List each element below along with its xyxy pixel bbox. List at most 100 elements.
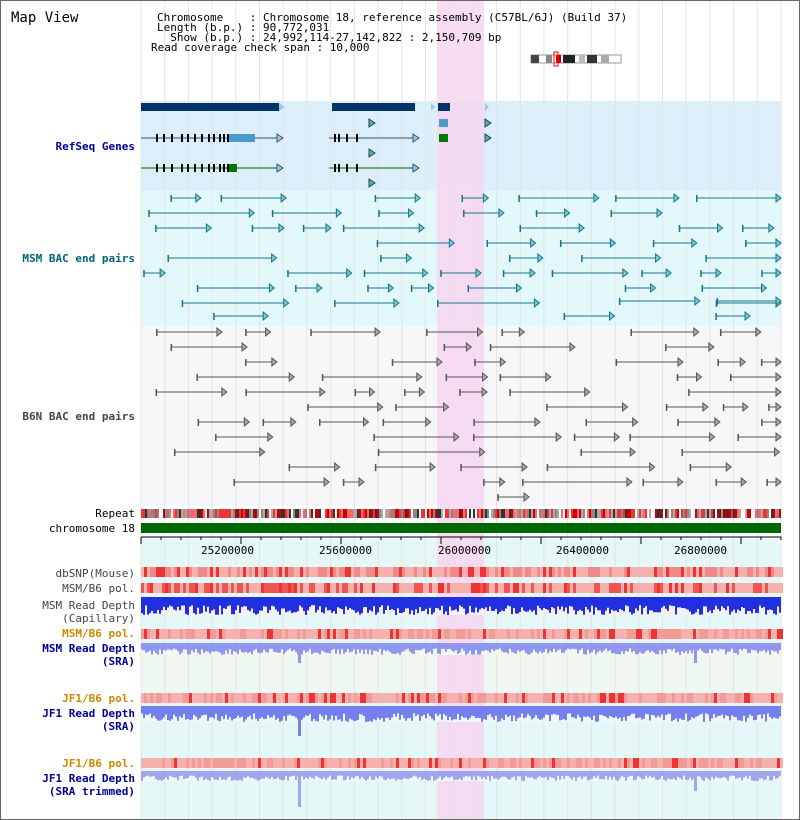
strand-arrow bbox=[484, 118, 492, 128]
repeat-mark bbox=[653, 509, 655, 518]
polymorphism-cell bbox=[513, 693, 516, 703]
bac-end bbox=[741, 225, 744, 232]
bac-end-arrow bbox=[241, 341, 248, 353]
polymorphism-cell bbox=[246, 583, 249, 593]
depth-bar bbox=[435, 643, 437, 649]
bac-end bbox=[700, 270, 702, 277]
track-label-msm-bac[interactable]: MSM BAC end pairs bbox=[22, 252, 135, 265]
depth-bar bbox=[639, 771, 641, 778]
depth-bar bbox=[511, 597, 513, 615]
polymorphism-cell bbox=[321, 758, 324, 768]
polymorphism-cell bbox=[609, 629, 612, 639]
depth-bar bbox=[279, 643, 281, 653]
polymorphism-cell bbox=[264, 629, 267, 639]
depth-bar bbox=[657, 706, 659, 716]
depth-bar bbox=[219, 706, 221, 722]
depth-bar bbox=[567, 706, 569, 714]
depth-bar bbox=[533, 643, 535, 650]
exon bbox=[163, 164, 165, 172]
depth-bar bbox=[539, 597, 541, 609]
depth-bar bbox=[339, 597, 341, 609]
depth-bar bbox=[253, 771, 255, 779]
depth-bar bbox=[683, 643, 685, 654]
bac-end-arrow bbox=[775, 431, 782, 443]
depth-bar bbox=[151, 643, 153, 655]
polymorphism-cell bbox=[240, 629, 243, 639]
depth-bar bbox=[655, 771, 657, 780]
polymorphism-cell bbox=[486, 629, 489, 639]
bac-end-arrow bbox=[702, 401, 709, 413]
depth-bar bbox=[539, 771, 541, 777]
depth-bar bbox=[215, 706, 217, 714]
depth-bar bbox=[319, 771, 321, 779]
depth-bar bbox=[489, 643, 491, 653]
depth-bar bbox=[559, 597, 561, 610]
depth-bar bbox=[381, 706, 383, 719]
depth-bar bbox=[639, 643, 641, 652]
depth-bar bbox=[399, 643, 401, 655]
polymorphism-cell bbox=[534, 693, 537, 703]
repeat-mark bbox=[729, 509, 731, 518]
polymorphism-cell bbox=[558, 567, 561, 577]
polymorphism-cell bbox=[732, 629, 735, 639]
depth-bar bbox=[583, 643, 585, 655]
polymorphism-cell bbox=[753, 758, 756, 768]
depth-bar bbox=[743, 771, 745, 778]
depth-bar bbox=[347, 597, 349, 610]
bac-end-arrow bbox=[694, 295, 701, 307]
depth-bar bbox=[617, 771, 619, 781]
depth-bar bbox=[553, 643, 555, 649]
depth-bar bbox=[351, 771, 353, 778]
depth-bar bbox=[619, 643, 621, 655]
depth-bar bbox=[267, 643, 269, 653]
polymorphism-cell bbox=[417, 583, 420, 593]
polymorphism-cell bbox=[342, 693, 345, 703]
polymorphism-cell bbox=[735, 693, 738, 703]
polymorphism-cell bbox=[453, 629, 456, 639]
depth-bar bbox=[501, 706, 503, 719]
bac-end bbox=[295, 285, 297, 292]
bac-end bbox=[559, 240, 562, 247]
repeat-mark bbox=[269, 509, 271, 518]
polymorphism-cell bbox=[453, 758, 456, 768]
depth-bar bbox=[301, 771, 303, 777]
depth-bar bbox=[143, 771, 145, 778]
depth-bar bbox=[417, 597, 419, 614]
depth-bar bbox=[529, 643, 531, 655]
depth-bar bbox=[771, 643, 773, 651]
depth-bar bbox=[461, 706, 463, 717]
polymorphism-cell bbox=[237, 758, 240, 768]
bac-end-arrow bbox=[593, 192, 600, 204]
track-label-refseq[interactable]: RefSeq Genes bbox=[55, 140, 135, 153]
depth-bar bbox=[573, 771, 575, 778]
polymorphism-cell bbox=[156, 567, 159, 577]
polymorphism-cell bbox=[297, 629, 300, 639]
depth-bar bbox=[161, 706, 163, 720]
repeat-mark bbox=[555, 509, 557, 518]
repeat-mark bbox=[299, 509, 301, 518]
polymorphism-cell bbox=[210, 583, 213, 593]
polymorphism-cell bbox=[207, 758, 210, 768]
depth-bar bbox=[143, 706, 145, 719]
bac-end bbox=[215, 434, 217, 441]
exon bbox=[171, 164, 173, 172]
bac-end-arrow bbox=[768, 222, 775, 234]
polymorphism-cell bbox=[672, 567, 675, 577]
polymorphism-cell bbox=[744, 629, 747, 639]
depth-bar bbox=[331, 643, 333, 651]
depth-bar bbox=[375, 771, 377, 777]
polymorphism-cell bbox=[408, 629, 411, 639]
polymorphism-cell bbox=[171, 629, 174, 639]
polymorphism-cell bbox=[384, 758, 387, 768]
repeat-mark bbox=[435, 509, 437, 518]
bac-end bbox=[618, 298, 621, 305]
polymorphism-cell bbox=[195, 693, 198, 703]
polymorphism-cell bbox=[150, 758, 153, 768]
depth-bar bbox=[227, 643, 229, 654]
exon bbox=[187, 134, 189, 142]
depth-bar bbox=[661, 771, 663, 776]
track-label-b6n-bac[interactable]: B6N BAC end pairs bbox=[22, 410, 135, 423]
polymorphism-cell bbox=[576, 758, 579, 768]
polymorphism-cell bbox=[705, 583, 708, 593]
repeat-mark bbox=[353, 509, 355, 518]
